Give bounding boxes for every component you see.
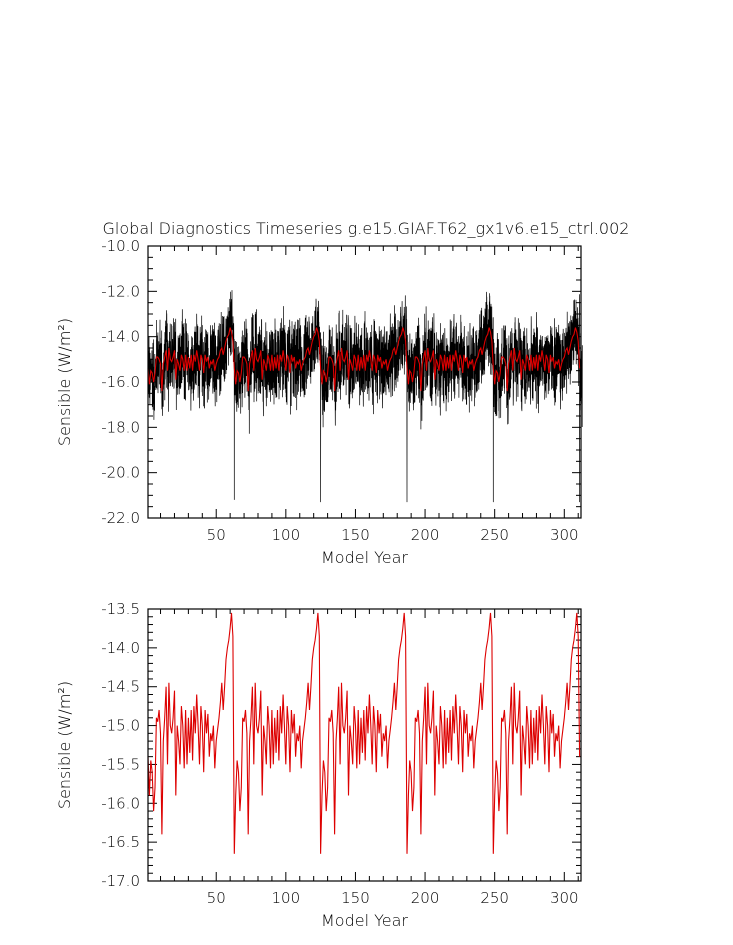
- annual-series-line: [147, 327, 581, 392]
- y-tick-label: -13.5: [101, 600, 140, 618]
- bottom-plot-frame: [147, 608, 582, 882]
- y-tick-label: -12.0: [101, 282, 140, 300]
- bottom-x-axis-title: Model Year: [321, 911, 408, 930]
- top-tick-labels: 50 100 150 200 250 300 -22.0 -20.0 -18.0 -16.0 -14…: [101, 237, 578, 544]
- x-tick-label: 150: [341, 889, 370, 907]
- y-tick-label: -14.0: [101, 639, 140, 657]
- x-tick-label: 300: [550, 526, 579, 544]
- y-tick-label: -20.0: [101, 464, 140, 482]
- y-tick-label: -14.0: [101, 328, 140, 346]
- y-tick-label: -15.0: [101, 717, 140, 735]
- x-tick-label: 50: [207, 889, 226, 907]
- y-tick-label: -16.5: [101, 833, 140, 851]
- x-tick-label: 300: [550, 889, 579, 907]
- top-y-axis-title: Sensible (W/m²): [55, 318, 74, 446]
- x-tick-label: 100: [272, 889, 301, 907]
- chart-title: Global Diagnostics Timeseries g.e15.GIAF…: [103, 219, 630, 238]
- x-tick-label: 250: [480, 526, 509, 544]
- bottom-series-group: [147, 612, 581, 854]
- top-axis-ticks: [148, 245, 581, 519]
- y-tick-label: -16.0: [101, 794, 140, 812]
- x-tick-label: 250: [480, 889, 509, 907]
- y-tick-label: -22.0: [101, 509, 140, 527]
- annual-series-line: [147, 612, 581, 854]
- monthly-series-line: [147, 290, 583, 503]
- x-tick-label: 150: [341, 526, 370, 544]
- x-tick-label: 50: [207, 526, 226, 544]
- bottom-tick-labels: 50 100 150 200 250 300 -17.0 -16.5 -16.0 -15.5 -15…: [101, 600, 578, 907]
- top-x-axis-title: Model Year: [321, 548, 408, 567]
- x-tick-label: 100: [272, 526, 301, 544]
- y-tick-label: -10.0: [101, 237, 140, 255]
- top-series-group: [147, 290, 583, 503]
- x-tick-label: 200: [411, 889, 440, 907]
- x-tick-label: 200: [411, 526, 440, 544]
- top-panel: 50 100 150 200 250 300 -22.0 -20.0 -18.0 -16.0 -14…: [55, 237, 583, 567]
- y-tick-label: -17.0: [101, 872, 140, 890]
- bottom-y-axis-title: Sensible (W/m²): [55, 681, 74, 809]
- y-tick-label: -14.5: [101, 678, 140, 696]
- y-tick-label: -16.0: [101, 373, 140, 391]
- y-tick-label: -18.0: [101, 418, 140, 436]
- top-plot-frame: [147, 245, 582, 519]
- bottom-panel: 50 100 150 200 250 300 -17.0 -16.5 -16.0 -15.5 -15…: [55, 600, 582, 930]
- y-tick-label: -15.5: [101, 755, 140, 773]
